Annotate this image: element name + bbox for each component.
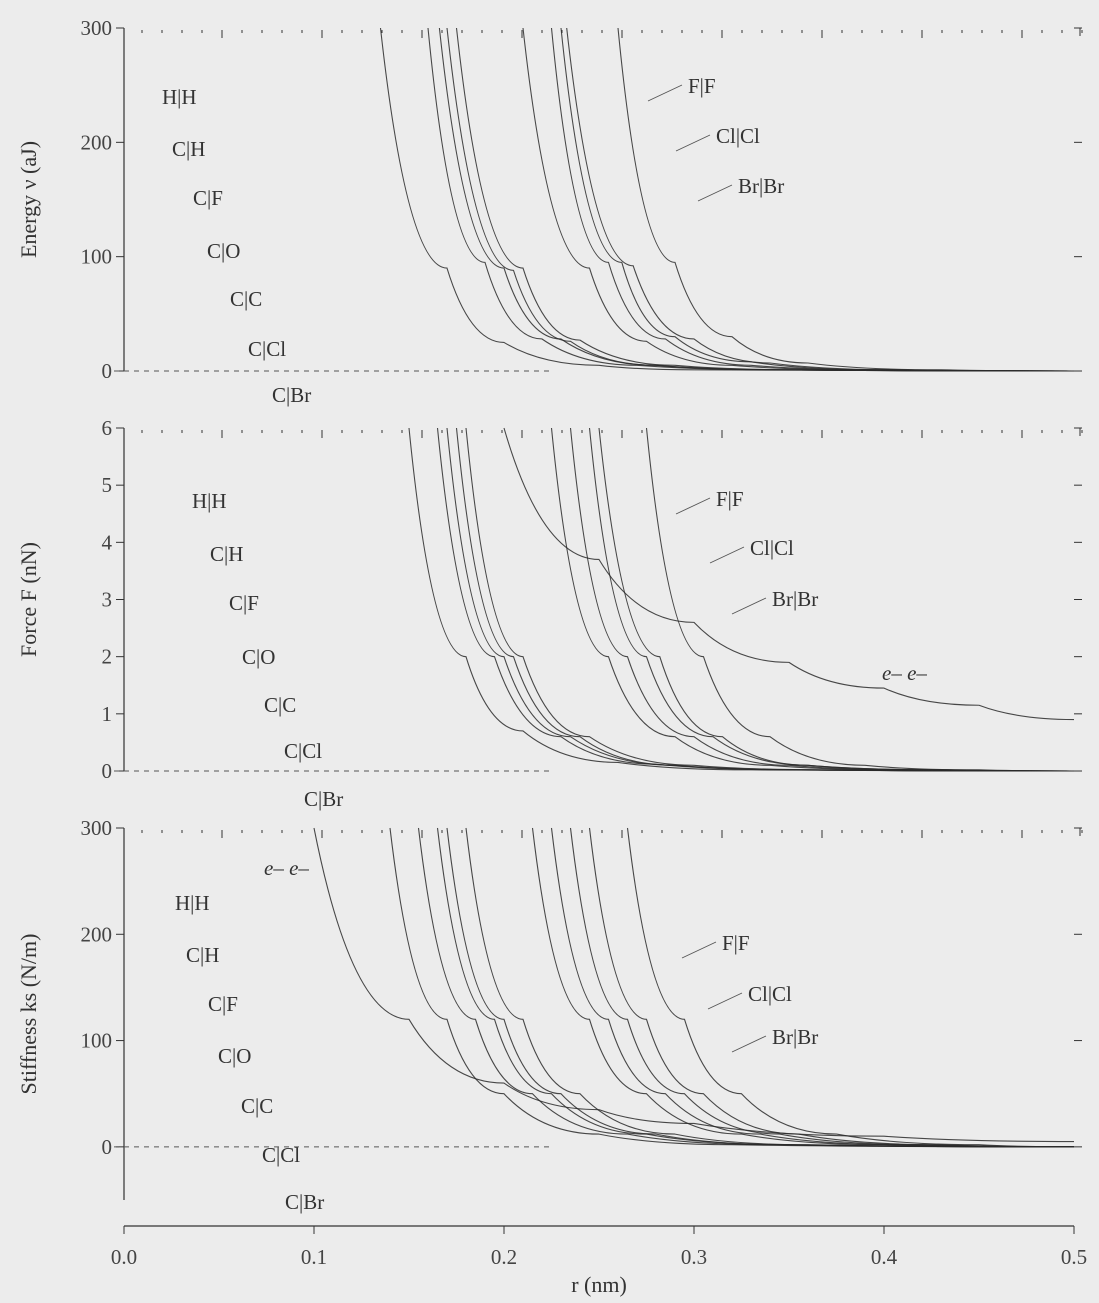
x-axis-label: r (nm)	[571, 1272, 627, 1297]
series-curve-ee-1	[503, 427, 1075, 721]
series-label: C|C	[264, 693, 296, 717]
x-tick-label: 0.0	[111, 1245, 137, 1269]
series-curve-HH-2	[389, 827, 1075, 1148]
label-leader-2-1	[707, 992, 743, 1010]
x-tick-label: 0.5	[1061, 1245, 1087, 1269]
series-curve-CC-0	[455, 27, 1075, 372]
series-curve-CH-0	[427, 27, 1075, 372]
series-curve-CBr-0	[550, 27, 1075, 372]
y-tick-label: 100	[81, 245, 113, 269]
series-label: C|O	[207, 239, 240, 263]
series-curve-CF-0	[438, 27, 1075, 372]
series-curve-CCl-0	[522, 27, 1075, 372]
label-leader-2-2	[731, 1035, 767, 1053]
series-label: C|Br	[285, 1190, 324, 1214]
series-label: H|H	[175, 891, 210, 915]
label-leader-0-0	[647, 84, 683, 102]
y-tick-label: 2	[102, 645, 113, 669]
x-tick-label: 0.1	[301, 1245, 327, 1269]
label-leader-1-1	[709, 546, 745, 564]
series-label: F|F	[688, 74, 716, 98]
series-label: Br|Br	[772, 1025, 818, 1049]
series-curve-CBr-2	[550, 827, 1075, 1148]
y-tick-label: 0	[102, 1135, 113, 1159]
y-tick-label: 6	[102, 416, 113, 440]
label-leader-2-0	[681, 941, 717, 959]
series-label: e– e–	[264, 856, 309, 880]
series-curve-FF-2	[569, 827, 1075, 1148]
series-label: F|F	[722, 931, 750, 955]
y-axis-label: Force F (nN)	[16, 542, 41, 657]
series-curve-ee-2	[313, 827, 1075, 1143]
label-leader-0-2	[697, 184, 733, 202]
series-label: e– e–	[882, 661, 927, 685]
series-label: H|H	[192, 489, 227, 513]
series-curve-BrBr-2	[626, 827, 1075, 1148]
series-curve-CC-1	[465, 427, 1075, 772]
series-label: C|H	[172, 137, 205, 161]
series-label: C|Cl	[248, 337, 286, 361]
series-label: C|Cl	[262, 1143, 300, 1167]
series-label: C|C	[230, 287, 262, 311]
series-label: Cl|Cl	[716, 124, 760, 148]
series-label: C|F	[229, 591, 259, 615]
series-curve-CBr-1	[569, 427, 1075, 772]
y-tick-label: 300	[81, 816, 113, 840]
series-curve-BrBr-0	[617, 27, 1075, 372]
x-tick-label: 0.2	[491, 1245, 517, 1269]
y-tick-label: 0	[102, 759, 113, 783]
series-curve-CH-1	[436, 427, 1075, 772]
series-curve-CO-0	[446, 27, 1075, 372]
series-label: C|C	[241, 1094, 273, 1118]
series-label: C|F	[208, 992, 238, 1016]
series-label: C|F	[193, 186, 223, 210]
y-tick-label: 300	[81, 16, 113, 40]
series-label: C|Br	[272, 383, 311, 407]
label-leader-1-2	[731, 597, 767, 615]
x-tick-label: 0.4	[871, 1245, 898, 1269]
y-tick-label: 1	[102, 702, 113, 726]
y-tick-label: 100	[81, 1029, 113, 1053]
y-tick-label: 200	[81, 130, 113, 154]
y-tick-label: 3	[102, 588, 113, 612]
label-leader-0-1	[675, 134, 711, 152]
series-label: C|Br	[304, 787, 343, 811]
y-tick-label: 200	[81, 922, 113, 946]
series-label: H|H	[162, 85, 197, 109]
series-curve-CO-1	[455, 427, 1075, 772]
series-label: C|O	[218, 1044, 251, 1068]
series-curve-ClCl-1	[598, 427, 1075, 772]
series-curve-CC-2	[465, 827, 1075, 1148]
series-label: Cl|Cl	[748, 982, 792, 1006]
series-curve-CCl-2	[531, 827, 1075, 1148]
series-label: C|Cl	[284, 739, 322, 763]
series-curve-HH-1	[408, 427, 1075, 772]
series-label: Br|Br	[772, 587, 818, 611]
x-tick-label: 0.3	[681, 1245, 707, 1269]
y-axis-label: Stiffness ks (N/m)	[16, 934, 41, 1095]
y-axis-label: Energy ν (aJ)	[16, 141, 41, 258]
series-label: F|F	[716, 487, 744, 511]
y-tick-label: 5	[102, 473, 113, 497]
series-curve-CF-1	[446, 427, 1075, 772]
series-label: Cl|Cl	[750, 536, 794, 560]
series-label: C|O	[242, 645, 275, 669]
series-curve-ClCl-2	[588, 827, 1075, 1148]
series-curve-BrBr-1	[645, 427, 1075, 772]
y-tick-label: 0	[102, 359, 113, 383]
series-label: C|H	[186, 943, 219, 967]
label-leader-1-0	[675, 497, 711, 515]
series-label: Br|Br	[738, 174, 784, 198]
series-label: C|H	[210, 542, 243, 566]
y-tick-label: 4	[102, 530, 113, 554]
series-curve-FF-1	[588, 427, 1075, 772]
series-curve-FF-0	[560, 27, 1075, 372]
